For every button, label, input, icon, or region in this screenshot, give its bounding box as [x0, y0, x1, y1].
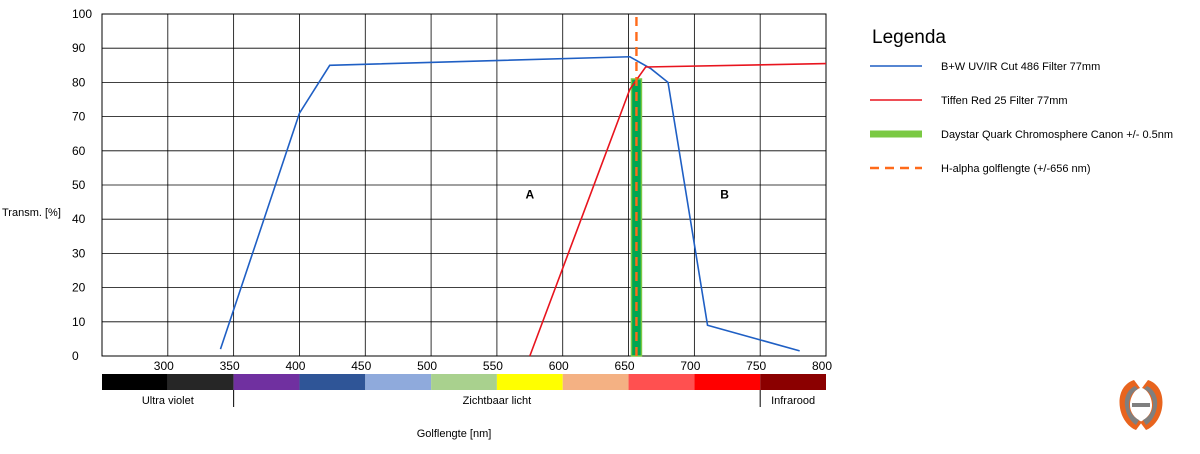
spectrum-segment [365, 374, 432, 390]
x-tick-label: 650 [615, 359, 635, 373]
x-tick-label: 300 [154, 359, 174, 373]
x-tick-label: 500 [417, 359, 437, 373]
y-tick-label: 90 [72, 41, 86, 55]
y-tick-label: 100 [72, 7, 92, 21]
x-tick-label: 600 [549, 359, 569, 373]
y-tick-label: 20 [72, 281, 86, 295]
y-tick-label: 40 [72, 212, 86, 226]
region-label: Infrarood [771, 395, 815, 407]
y-tick-label: 50 [72, 178, 86, 192]
x-tick-label: 400 [285, 359, 305, 373]
spectrum-segment [562, 374, 629, 390]
x-tick-label: 350 [220, 359, 240, 373]
legend-label: Tiffen Red 25 Filter 77mm [941, 95, 1068, 107]
spectrum-segment [760, 374, 826, 390]
spectrum-segment [694, 374, 761, 390]
y-tick-label: 70 [72, 110, 86, 124]
axes: 0 10 20 30 40 50 60 70 80 90 100 300 350 400 450 500 550… [72, 7, 832, 373]
legend-label: H-alpha golflengte (+/-656 nm) [941, 163, 1091, 175]
spectrum-bar: Ultra violet Zichtbaar licht Infrarood [102, 374, 826, 407]
spectrum-segment [102, 374, 168, 390]
x-axis-label: Golflengte [nm] [417, 428, 492, 440]
series-line [219, 55, 800, 352]
y-tick-label: 80 [72, 75, 86, 89]
legend-label: B+W UV/IR Cut 486 Filter 77mm [941, 61, 1100, 73]
legend-label: Daystar Quark Chromosphere Canon +/- 0.5… [941, 129, 1173, 141]
x-tick-label: 750 [746, 359, 766, 373]
spectrum-segment [496, 374, 563, 390]
legend-title: Legenda [872, 27, 946, 48]
x-tick-label: 800 [812, 359, 832, 373]
region-label: Ultra violet [142, 395, 194, 407]
region-label: Zichtbaar licht [463, 395, 531, 407]
spectrum-segment [167, 374, 234, 390]
y-tick-label: 0 [72, 349, 79, 363]
y-axis-label: Transm. [%] [2, 207, 61, 219]
annotation-label: A [525, 188, 534, 202]
spectrum-segment [299, 374, 366, 390]
y-tick-label: 10 [72, 315, 86, 329]
legend: Legenda B+W UV/IR Cut 486 Filter 77mm Tif… [870, 27, 1173, 175]
spectrum-segment [233, 374, 300, 390]
grid [101, 13, 827, 357]
annotation-label: B [720, 188, 729, 202]
x-tick-label: 450 [351, 359, 371, 373]
series-line [529, 62, 827, 357]
spectrum-segment [431, 374, 497, 390]
x-tick-label: 700 [680, 359, 700, 373]
y-tick-label: 30 [72, 246, 86, 260]
x-tick-label: 550 [483, 359, 503, 373]
brand-logo-icon [1119, 380, 1163, 430]
y-tick-label: 60 [72, 144, 86, 158]
spectrum-segment [628, 374, 695, 390]
